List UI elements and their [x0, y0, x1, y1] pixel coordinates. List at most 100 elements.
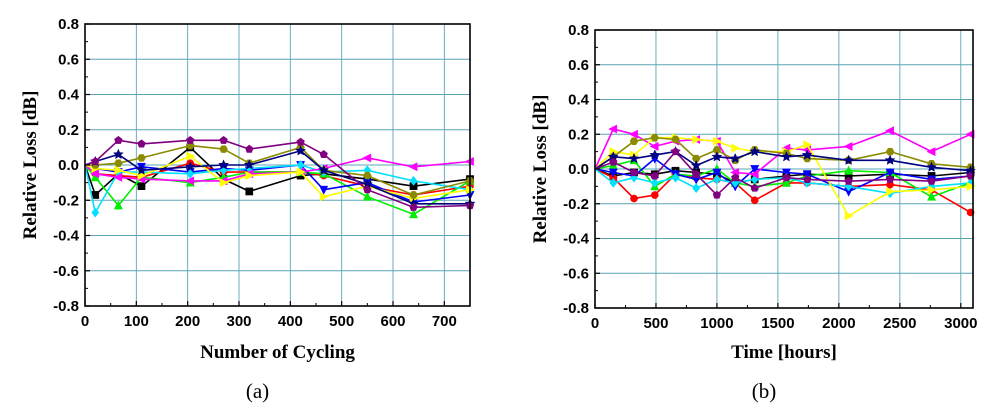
data-point [114, 165, 124, 175]
data-point [713, 136, 723, 146]
x-tick-label: 1000 [700, 315, 733, 332]
data-point [113, 200, 123, 210]
data-point [319, 185, 329, 195]
y-axis-label: Relative Loss [dB] [530, 95, 551, 244]
data-point [749, 145, 761, 157]
data-point [630, 194, 638, 203]
y-tick-label: -0.6 [563, 265, 589, 282]
data-point [750, 165, 760, 175]
data-point [965, 129, 975, 139]
data-point [844, 165, 854, 175]
data-point [671, 172, 680, 183]
data-point [114, 135, 123, 144]
data-point [362, 153, 372, 163]
data-point [609, 177, 618, 188]
data-point [245, 187, 254, 196]
data-point [628, 152, 640, 164]
y-axis-label: Relative Loss [dB] [20, 91, 41, 240]
data-point [926, 147, 936, 157]
x-tick-label: 0 [81, 313, 89, 330]
data-point [712, 190, 722, 199]
x-tick-label: 400 [278, 313, 303, 330]
data-point [885, 168, 895, 178]
data-point [184, 161, 196, 172]
data-point [243, 159, 255, 170]
data-point [608, 124, 618, 134]
data-point [885, 174, 895, 183]
data-point [363, 171, 372, 180]
data-point [801, 149, 813, 160]
data-point [219, 135, 228, 144]
y-tick-label: 0.6 [568, 57, 589, 74]
data-point [802, 170, 812, 180]
y-tick-label: 0.0 [568, 161, 589, 178]
data-point [649, 149, 661, 160]
chart-panel-a: 0 100 200 300 400 500 600 700 -0.8 -0.6 -0.4 -0.2 0.… [20, 16, 476, 403]
data-point [843, 141, 853, 151]
series-line [84, 164, 471, 216]
x-tick-label: 100 [124, 313, 149, 330]
data-point [185, 176, 195, 186]
data-point [362, 191, 372, 201]
y-tick-label: 0.0 [58, 157, 79, 174]
y-tick-label: -0.4 [53, 228, 80, 245]
data-point [711, 151, 723, 162]
data-point [409, 202, 418, 211]
data-point [749, 169, 759, 179]
x-axis-label: Number of Cycling [200, 342, 355, 363]
data-point [885, 147, 895, 156]
y-tick-label: -0.2 [563, 196, 589, 213]
data-point [186, 151, 196, 161]
x-tick-label: 2500 [883, 315, 916, 332]
data-point [319, 192, 329, 202]
data-point [408, 162, 418, 172]
data-point [135, 164, 147, 175]
data-point [629, 137, 639, 145]
data-point [782, 173, 791, 182]
data-point [650, 191, 659, 199]
x-tick-label: 300 [226, 313, 251, 330]
y-tick-label: 0.8 [568, 22, 589, 39]
data-point [650, 134, 659, 142]
y-tick-label: -0.4 [563, 231, 590, 248]
chart-panel-b: 0 500 1000 1500 2000 2500 3000 -0.8 -0.6 -0.4 -0.2… [530, 22, 977, 403]
y-tick-label: -0.8 [53, 298, 79, 315]
y-tick-label: 0.2 [58, 122, 79, 139]
data-point [409, 209, 419, 219]
data-point [629, 168, 639, 177]
data-point [692, 183, 701, 194]
data-point [803, 174, 812, 183]
x-tick-label: 0 [591, 315, 599, 332]
data-point [713, 174, 721, 185]
data-point [649, 141, 659, 151]
x-tick-label: 500 [643, 315, 668, 332]
data-point [218, 159, 230, 170]
data-point [90, 169, 100, 179]
data-point [296, 137, 305, 146]
y-tick-label: -0.8 [563, 300, 589, 317]
data-point [219, 145, 228, 153]
data-point [91, 207, 100, 218]
data-point [731, 143, 741, 153]
data-point [137, 139, 146, 148]
panel-label-a: (a) [246, 379, 269, 403]
data-point [731, 173, 740, 182]
data-point [729, 152, 741, 164]
data-point [609, 157, 618, 166]
data-point [712, 168, 722, 178]
data-point [112, 148, 124, 160]
data-point [750, 183, 759, 192]
y-tick-label: 0.4 [568, 92, 590, 109]
data-point [692, 134, 702, 144]
data-point [884, 154, 896, 165]
y-tick-label: 0.6 [58, 51, 79, 68]
y-tick-label: 0.2 [568, 126, 589, 143]
data-point [886, 187, 896, 197]
x-tick-label: 3000 [944, 315, 977, 332]
x-tick-label: 600 [380, 313, 405, 330]
data-point [245, 144, 254, 153]
data-point [750, 196, 759, 205]
data-point [319, 149, 328, 158]
series-purple-pentagon [84, 135, 475, 211]
